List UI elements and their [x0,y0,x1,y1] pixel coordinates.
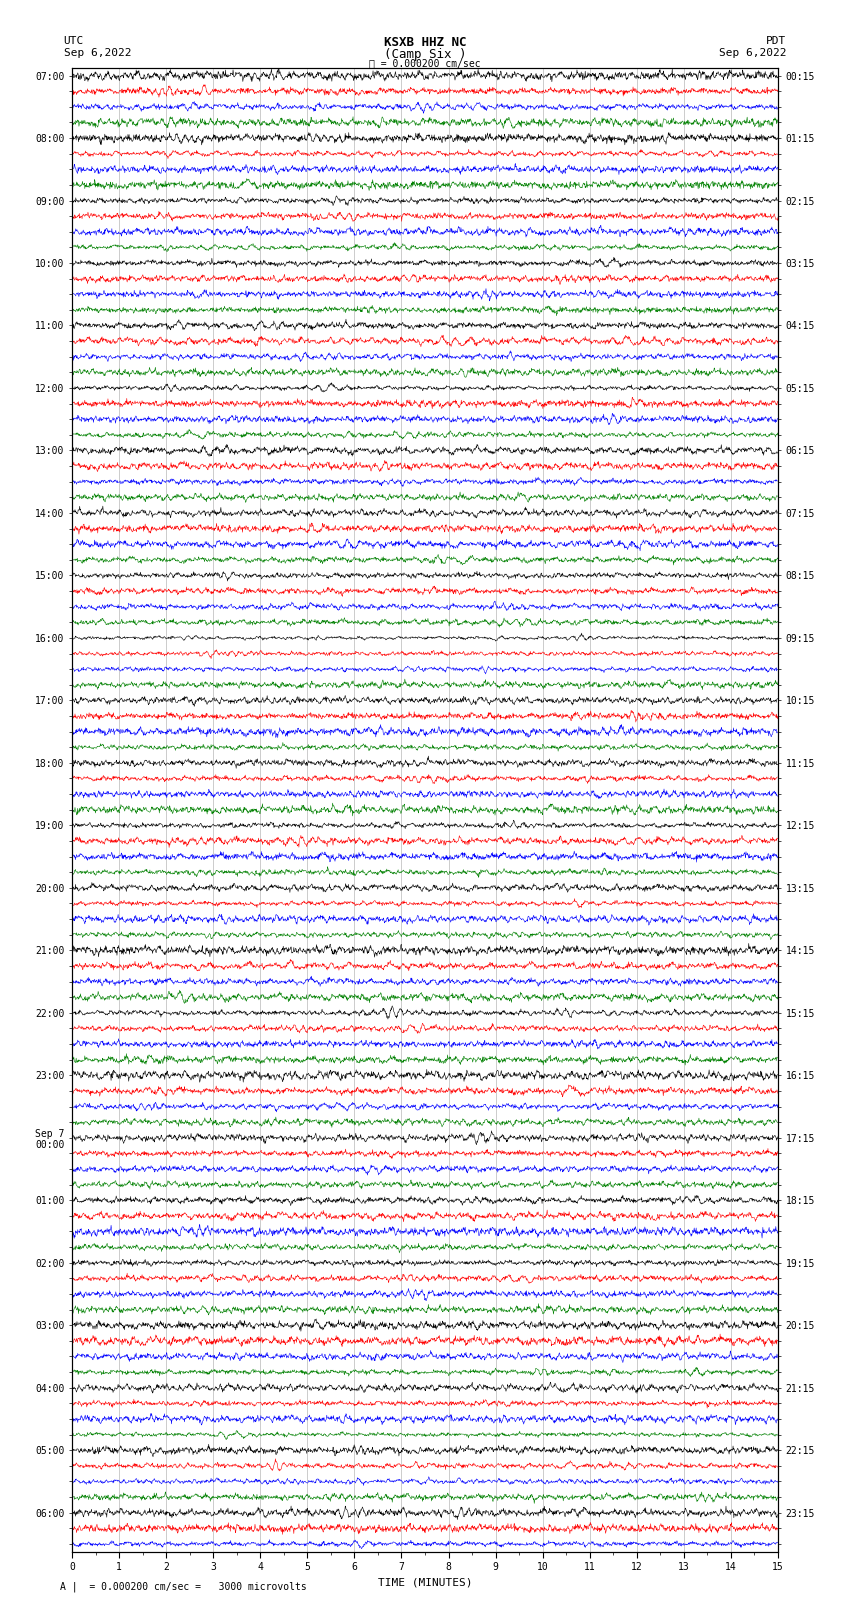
Text: A |  = 0.000200 cm/sec =   3000 microvolts: A | = 0.000200 cm/sec = 3000 microvolts [60,1581,306,1592]
Text: Sep 6,2022: Sep 6,2022 [719,47,786,58]
Text: Sep 6,2022: Sep 6,2022 [64,47,131,58]
X-axis label: TIME (MINUTES): TIME (MINUTES) [377,1578,473,1587]
Text: (Camp Six ): (Camp Six ) [383,47,467,61]
Text: KSXB HHZ NC: KSXB HHZ NC [383,37,467,50]
Text: UTC: UTC [64,37,84,47]
Text: PDT: PDT [766,37,786,47]
Text: ⏐ = 0.000200 cm/sec: ⏐ = 0.000200 cm/sec [369,58,481,68]
